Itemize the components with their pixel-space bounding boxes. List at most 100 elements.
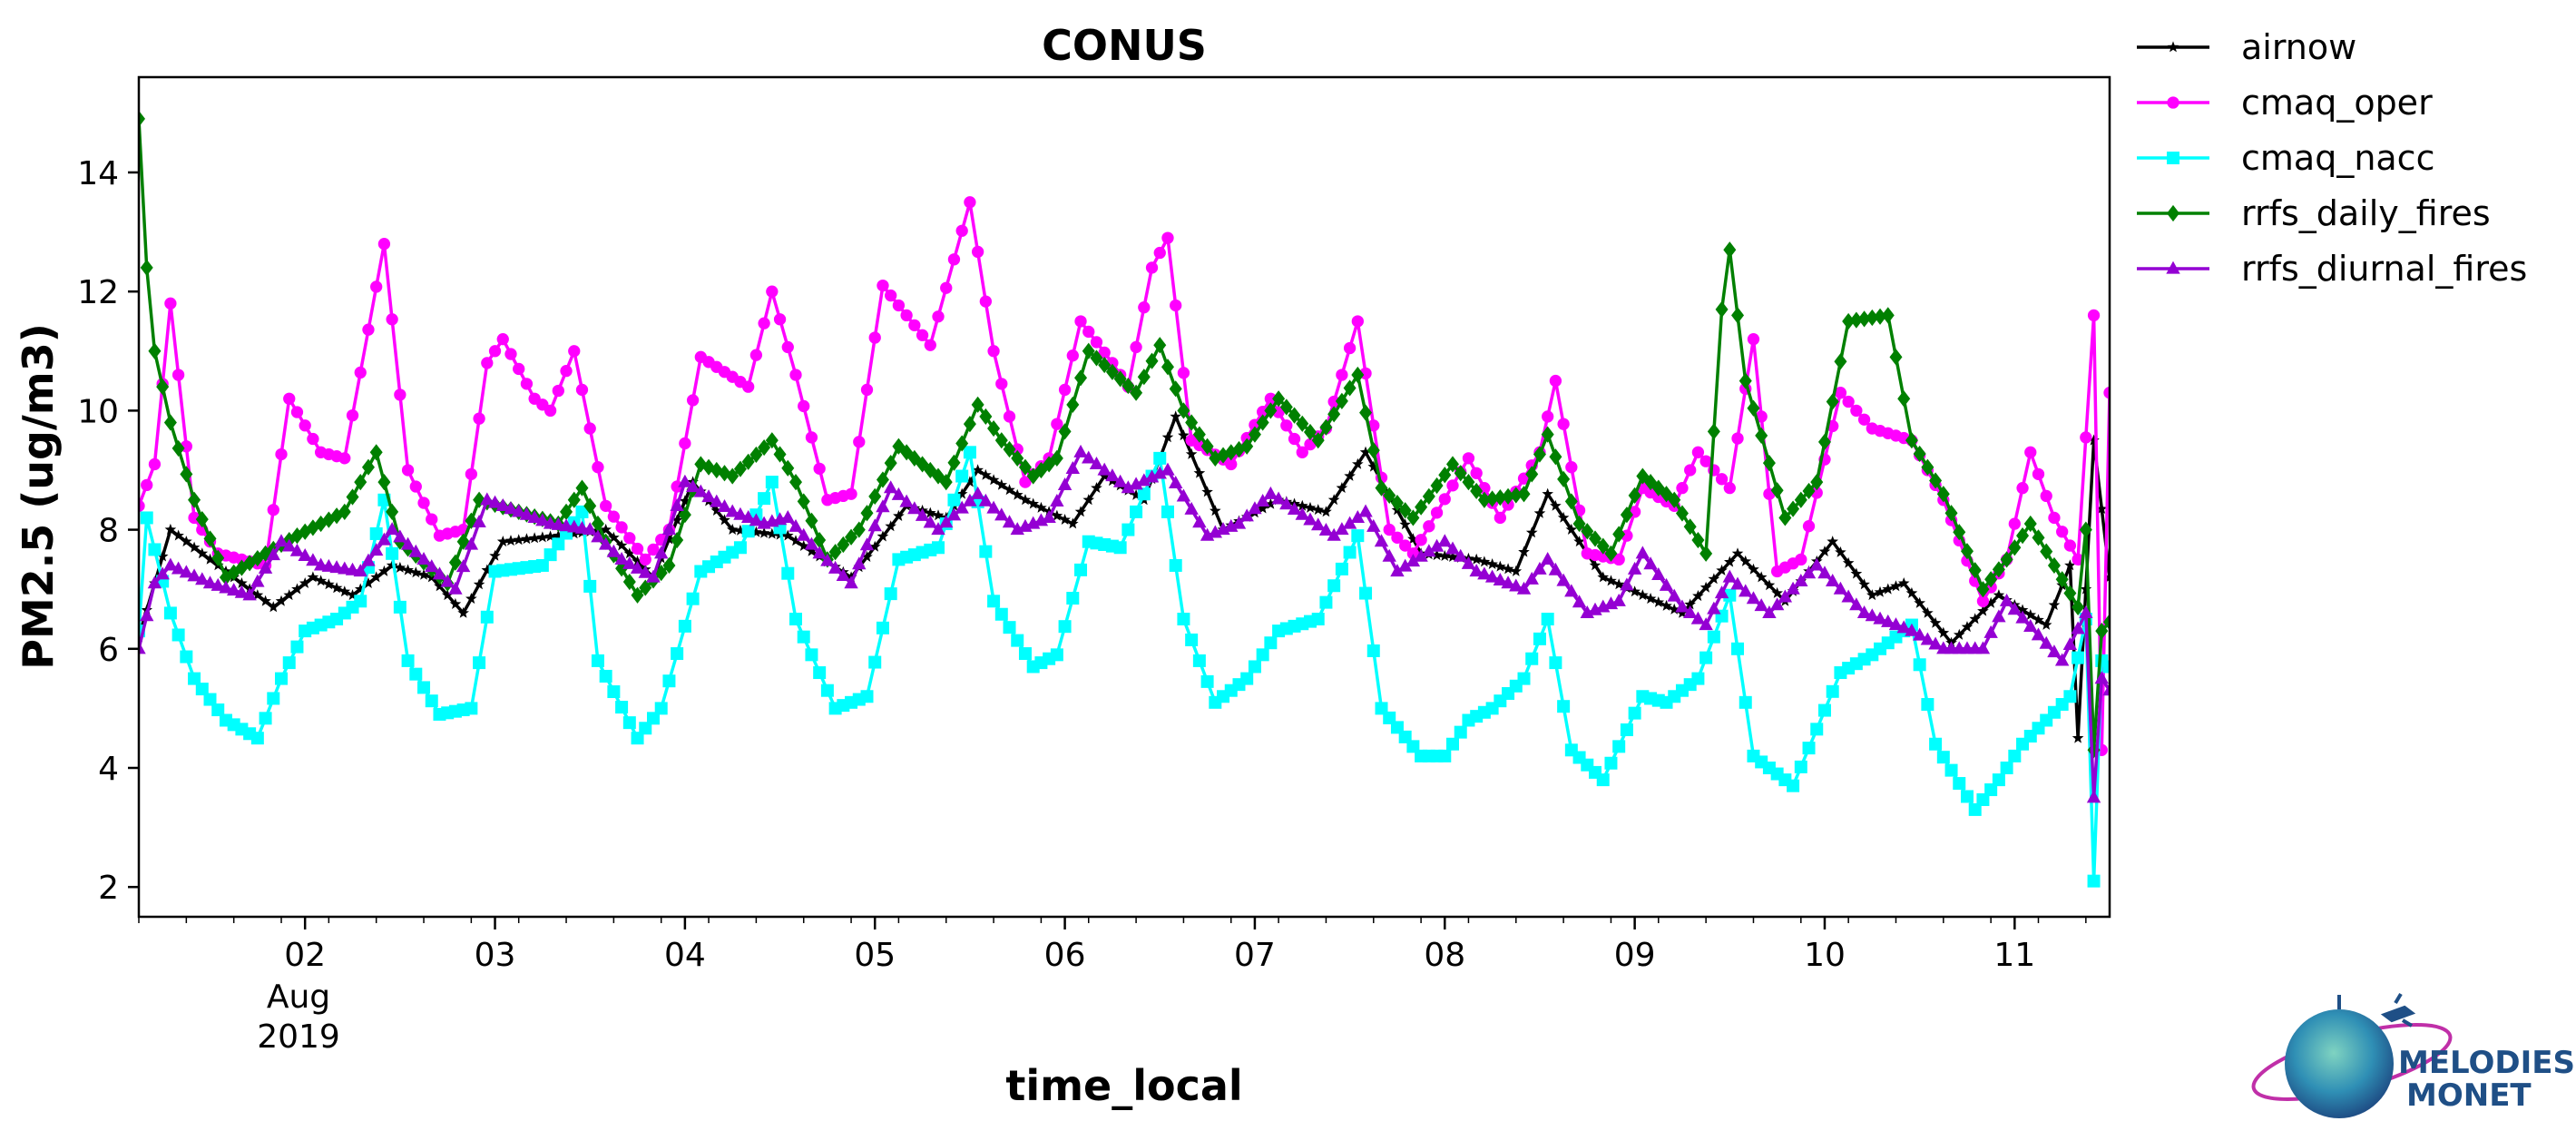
- data-point: [1620, 577, 1634, 591]
- data-point: [527, 510, 542, 524]
- data-point: [1177, 367, 1190, 379]
- data-point: [425, 694, 438, 708]
- data-point: [1533, 561, 1547, 575]
- data-point: [1881, 614, 1895, 627]
- data-point: [1525, 526, 1538, 538]
- data-point: [140, 511, 153, 525]
- data-point: [1565, 461, 1578, 474]
- data-point: [1944, 505, 1958, 522]
- data-point: [1470, 467, 1483, 479]
- data-point: [1922, 606, 1934, 618]
- data-point: [1082, 342, 1095, 359]
- data-point: [955, 500, 969, 514]
- data-point: [1161, 431, 1174, 443]
- data-point: [535, 513, 550, 526]
- data-point: [181, 536, 192, 547]
- data-point: [740, 510, 756, 524]
- data-point: [1794, 760, 1807, 773]
- data-point: [1224, 444, 1238, 461]
- data-point: [623, 532, 636, 545]
- data-point: [496, 333, 509, 346]
- data-point: [1429, 538, 1445, 552]
- data-point: [2071, 621, 2085, 634]
- data-point: [2063, 539, 2077, 552]
- data-point: [188, 541, 201, 553]
- data-point: [496, 536, 509, 547]
- data-point: [487, 495, 503, 508]
- data-point: [686, 394, 700, 407]
- data-point: [963, 446, 976, 459]
- data-point: [892, 299, 906, 312]
- data-point: [386, 503, 399, 521]
- data-point: [1454, 465, 1467, 482]
- data-point: [1430, 506, 1444, 519]
- data-point: [1557, 418, 1570, 430]
- data-point: [250, 732, 264, 745]
- data-point: [1716, 564, 1728, 575]
- data-point: [1239, 508, 1254, 522]
- data-point: [172, 529, 184, 541]
- data-point: [2111, 666, 2124, 679]
- legend: airnow cmaq_oper cmaq_nacc rrfs_daily_fires…: [2137, 27, 2527, 289]
- data-point: [226, 583, 241, 596]
- x-tick-label: 03: [475, 937, 516, 974]
- data-point: [1494, 560, 1506, 572]
- data-point: [812, 546, 827, 559]
- data-point: [1319, 595, 1333, 609]
- data-point: [798, 540, 809, 551]
- data-point: [1366, 518, 1381, 532]
- data-point: [1651, 567, 1666, 581]
- data-point: [1913, 445, 1926, 463]
- data-point: [1185, 447, 1198, 459]
- data-point: [868, 331, 881, 344]
- data-point: [1296, 499, 1308, 511]
- y-tick-label: 10: [77, 393, 119, 430]
- data-point: [1786, 581, 1800, 595]
- data-point: [2048, 511, 2061, 525]
- data-point: [2032, 529, 2045, 546]
- data-point: [2087, 309, 2101, 322]
- data-point: [844, 575, 858, 589]
- data-point: [1185, 633, 1199, 646]
- data-point: [1747, 333, 1760, 346]
- data-point: [196, 547, 209, 559]
- data-point: [1715, 300, 1729, 318]
- data-point: [1090, 349, 1103, 367]
- data-point: [1525, 652, 1539, 665]
- data-point: [480, 610, 494, 624]
- data-point: [987, 595, 1001, 608]
- data-point: [1509, 487, 1523, 504]
- data-point: [877, 530, 889, 542]
- data-point: [203, 530, 217, 547]
- data-point: [1550, 499, 1562, 511]
- data-point: [2024, 609, 2037, 620]
- data-point: [766, 285, 779, 298]
- data-point: [805, 431, 818, 444]
- data-point: [1747, 399, 1760, 417]
- data-point: [583, 422, 596, 435]
- data-point: [940, 281, 953, 294]
- data-point: [164, 523, 177, 535]
- data-point: [1074, 563, 1088, 576]
- data-point: [1802, 742, 1816, 755]
- data-point: [465, 467, 478, 481]
- data-point: [393, 529, 407, 543]
- data-point: [1675, 505, 1689, 522]
- data-point: [140, 608, 154, 622]
- data-point: [1113, 370, 1127, 388]
- data-point: [1367, 460, 1380, 472]
- data-point: [789, 535, 802, 546]
- data-point: [1327, 527, 1341, 541]
- data-point: [1445, 541, 1460, 555]
- data-point: [1018, 458, 1032, 476]
- data-point: [1438, 467, 1452, 484]
- data-point: [749, 446, 763, 464]
- data-point: [1509, 578, 1523, 592]
- data-point: [1975, 641, 1991, 654]
- data-point: [394, 561, 406, 573]
- data-point: [987, 345, 1000, 358]
- data-point: [1817, 703, 1831, 717]
- data-point: [283, 392, 296, 405]
- data-point: [298, 548, 312, 562]
- data-point: [1754, 598, 1768, 612]
